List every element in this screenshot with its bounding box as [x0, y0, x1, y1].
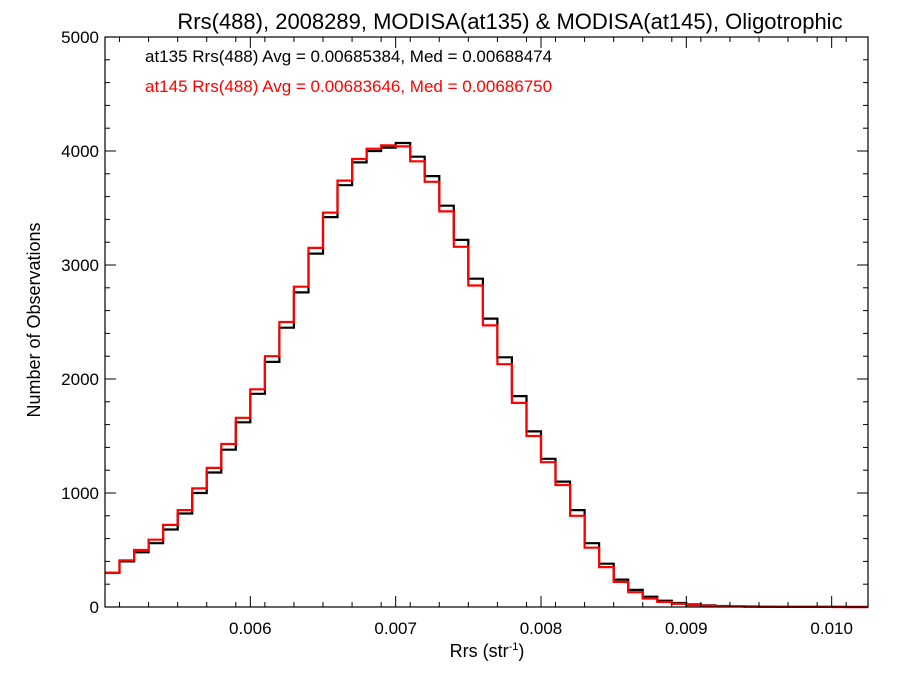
x-tick-label: 0.007 [374, 619, 417, 638]
y-axis-label: Number of Observations [24, 222, 44, 417]
x-tick-label: 0.006 [229, 619, 272, 638]
annotation-at135: at135 Rrs(488) Avg = 0.00685384, Med = 0… [145, 47, 552, 66]
y-tick-label: 4000 [61, 142, 99, 161]
plot-frame [104, 36, 869, 608]
x-axis-label: Rrs (str-1) [450, 641, 525, 661]
y-tick-label: 3000 [61, 256, 99, 275]
y-tick-label: 5000 [61, 28, 99, 47]
x-tick-label: 0.010 [810, 619, 853, 638]
chart-title: Rrs(488), 2008289, MODISA(at135) & MODIS… [177, 9, 842, 34]
series-line-at145 [105, 144, 868, 609]
y-tick-label: 0 [90, 598, 99, 617]
y-tick-label: 1000 [61, 484, 99, 503]
x-tick-label: 0.009 [665, 619, 708, 638]
annotation-at145: at145 Rrs(488) Avg = 0.00683646, Med = 0… [145, 77, 552, 96]
x-tick-label: 0.008 [520, 619, 563, 638]
series-at135 [105, 141, 868, 609]
y-tick-label: 2000 [61, 370, 99, 389]
series-line-at135 [105, 141, 868, 609]
axis-layer: 0.006 0.007 0.008 0.009 0.010 0 1000 2000 3000 40… [61, 28, 869, 638]
series-at145 [105, 144, 868, 609]
series-layer [105, 141, 868, 609]
